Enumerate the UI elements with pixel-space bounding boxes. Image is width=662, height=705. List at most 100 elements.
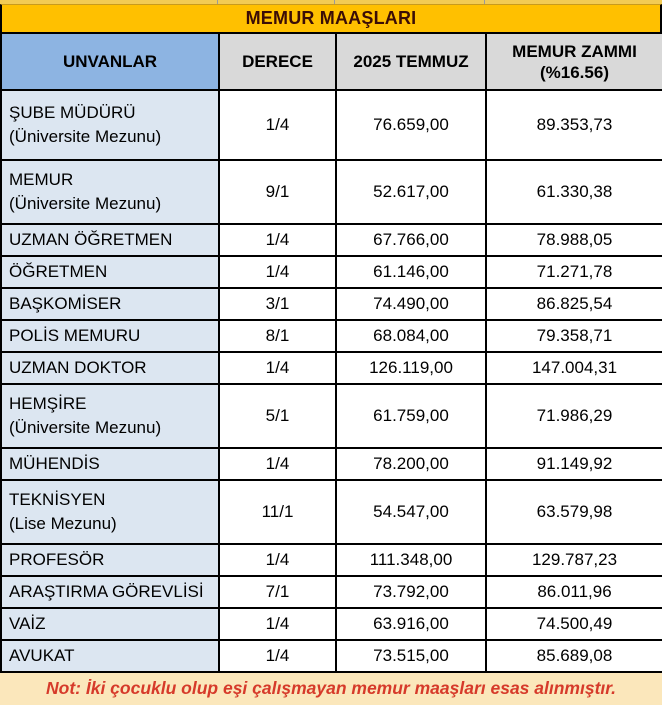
cell-derece: 1/4 — [218, 255, 337, 289]
cell-salary-2025-temmuz: 52.617,00 — [335, 159, 487, 225]
sliver-divider — [217, 0, 218, 4]
job-title: BAŞKOMİSER — [9, 294, 122, 313]
cell-salary-zam: 86.825,54 — [485, 287, 662, 321]
cell-salary-2025-temmuz: 76.659,00 — [335, 89, 487, 161]
table-row: MÜHENDİS 1/4 78.200,00 91.149,92 — [0, 447, 662, 481]
table-body: ŞUBE MÜDÜRÜ (Üniversite Mezunu) 1/4 76.659,… — [0, 89, 662, 673]
salary-table: UNVANLAR DERECE 2025 TEMMUZ MEMUR ZAMMI … — [0, 32, 662, 673]
cell-salary-zam: 89.353,73 — [485, 89, 662, 161]
table-title: MEMUR MAAŞLARI — [0, 4, 662, 32]
cell-unvan: AVUKAT — [0, 639, 220, 673]
job-title: VAİZ — [9, 614, 46, 633]
cell-derece: 11/1 — [218, 479, 337, 545]
table-row: UZMAN ÖĞRETMEN 1/4 67.766,00 78.988,05 — [0, 223, 662, 257]
cell-salary-2025-temmuz: 126.119,00 — [335, 351, 487, 385]
cell-derece: 5/1 — [218, 383, 337, 449]
cell-salary-2025-temmuz: 54.547,00 — [335, 479, 487, 545]
cell-salary-2025-temmuz: 63.916,00 — [335, 607, 487, 641]
cell-salary-2025-temmuz: 73.792,00 — [335, 575, 487, 609]
cell-salary-zam: 85.689,08 — [485, 639, 662, 673]
sliver-segment — [335, 0, 484, 4]
job-title: PROFESÖR — [9, 550, 105, 569]
sliver-divider — [484, 0, 485, 4]
cell-salary-2025-temmuz: 111.348,00 — [335, 543, 487, 577]
table-row: TEKNİSYEN (Lise Mezunu) 11/1 54.547,00 63.57… — [0, 479, 662, 545]
table-row: AVUKAT 1/4 73.515,00 85.689,08 — [0, 639, 662, 673]
job-title: ÖĞRETMEN — [9, 262, 108, 281]
cell-derece: 9/1 — [218, 159, 337, 225]
sliver-divider — [334, 0, 335, 4]
cell-unvan: PROFESÖR — [0, 543, 220, 577]
job-title: ARAŞTIRMA GÖREVLİSİ — [9, 582, 204, 601]
cell-unvan: HEMŞİRE (Üniversite Mezunu) — [0, 383, 220, 449]
cell-derece: 7/1 — [218, 575, 337, 609]
column-header-derece: DERECE — [218, 32, 337, 91]
zam-header-line2: (%16.56) — [540, 62, 609, 82]
sliver-segment — [218, 0, 334, 4]
cell-salary-zam: 63.579,98 — [485, 479, 662, 545]
cell-salary-zam: 86.011,96 — [485, 575, 662, 609]
cell-salary-2025-temmuz: 61.146,00 — [335, 255, 487, 289]
cell-salary-2025-temmuz: 67.766,00 — [335, 223, 487, 257]
cell-derece: 8/1 — [218, 319, 337, 353]
table-row: ÖĞRETMEN 1/4 61.146,00 71.271,78 — [0, 255, 662, 289]
cell-derece: 1/4 — [218, 351, 337, 385]
job-title: MEMUR — [9, 170, 74, 189]
cell-salary-2025-temmuz: 68.084,00 — [335, 319, 487, 353]
footnote: Not: İki çocuklu olup eşi çalışmayan mem… — [0, 673, 662, 705]
job-qualifier: (Üniversite Mezunu) — [9, 127, 162, 146]
header-row: UNVANLAR DERECE 2025 TEMMUZ MEMUR ZAMMI … — [0, 32, 662, 91]
cell-salary-2025-temmuz: 73.515,00 — [335, 639, 487, 673]
table-row: MEMUR (Üniversite Mezunu) 9/1 52.617,00 61.3… — [0, 159, 662, 225]
sliver-segment — [485, 0, 662, 4]
table-header: UNVANLAR DERECE 2025 TEMMUZ MEMUR ZAMMI … — [0, 32, 662, 91]
cell-derece: 1/4 — [218, 639, 337, 673]
job-title: AVUKAT — [9, 646, 75, 665]
cell-derece: 1/4 — [218, 223, 337, 257]
job-title: ŞUBE MÜDÜRÜ — [9, 103, 136, 122]
table-row: ARAŞTIRMA GÖREVLİSİ 7/1 73.792,00 86.011,96 — [0, 575, 662, 609]
cell-derece: 1/4 — [218, 89, 337, 161]
cell-derece: 1/4 — [218, 543, 337, 577]
job-title: HEMŞİRE — [9, 394, 87, 413]
cell-unvan: POLİS MEMURU — [0, 319, 220, 353]
sliver-segment — [0, 0, 217, 4]
cell-unvan: BAŞKOMİSER — [0, 287, 220, 321]
job-qualifier: (Üniversite Mezunu) — [9, 418, 162, 437]
cell-derece: 1/4 — [218, 447, 337, 481]
zam-header-line1: MEMUR ZAMMI — [512, 41, 637, 61]
cell-salary-zam: 78.988,05 — [485, 223, 662, 257]
cell-salary-zam: 79.358,71 — [485, 319, 662, 353]
cell-unvan: MEMUR (Üniversite Mezunu) — [0, 159, 220, 225]
cell-unvan: MÜHENDİS — [0, 447, 220, 481]
job-title: MÜHENDİS — [9, 454, 100, 473]
table-row: ŞUBE MÜDÜRÜ (Üniversite Mezunu) 1/4 76.659,… — [0, 89, 662, 161]
column-header-memur-zammi: MEMUR ZAMMI (%16.56) — [485, 32, 662, 91]
job-title: UZMAN ÖĞRETMEN — [9, 230, 173, 249]
table-row: PROFESÖR 1/4 111.348,00 129.787,23 — [0, 543, 662, 577]
job-title: POLİS MEMURU — [9, 326, 141, 345]
cell-unvan: ARAŞTIRMA GÖREVLİSİ — [0, 575, 220, 609]
cell-salary-zam: 91.149,92 — [485, 447, 662, 481]
cell-salary-2025-temmuz: 61.759,00 — [335, 383, 487, 449]
column-header-2025-temmuz: 2025 TEMMUZ — [335, 32, 487, 91]
cell-salary-zam: 61.330,38 — [485, 159, 662, 225]
table-row: POLİS MEMURU 8/1 68.084,00 79.358,71 — [0, 319, 662, 353]
job-qualifier: (Lise Mezunu) — [9, 514, 117, 533]
cell-unvan: VAİZ — [0, 607, 220, 641]
job-title: TEKNİSYEN — [9, 490, 106, 509]
table-row: BAŞKOMİSER 3/1 74.490,00 86.825,54 — [0, 287, 662, 321]
cell-derece: 3/1 — [218, 287, 337, 321]
cell-derece: 1/4 — [218, 607, 337, 641]
cell-salary-2025-temmuz: 74.490,00 — [335, 287, 487, 321]
cell-unvan: UZMAN ÖĞRETMEN — [0, 223, 220, 257]
cell-unvan: TEKNİSYEN (Lise Mezunu) — [0, 479, 220, 545]
cell-salary-2025-temmuz: 78.200,00 — [335, 447, 487, 481]
cell-salary-zam: 129.787,23 — [485, 543, 662, 577]
table-row: VAİZ 1/4 63.916,00 74.500,49 — [0, 607, 662, 641]
column-header-unvanlar: UNVANLAR — [0, 32, 220, 91]
cell-salary-zam: 147.004,31 — [485, 351, 662, 385]
table-row: HEMŞİRE (Üniversite Mezunu) 5/1 61.759,00 71… — [0, 383, 662, 449]
cell-salary-zam: 71.271,78 — [485, 255, 662, 289]
